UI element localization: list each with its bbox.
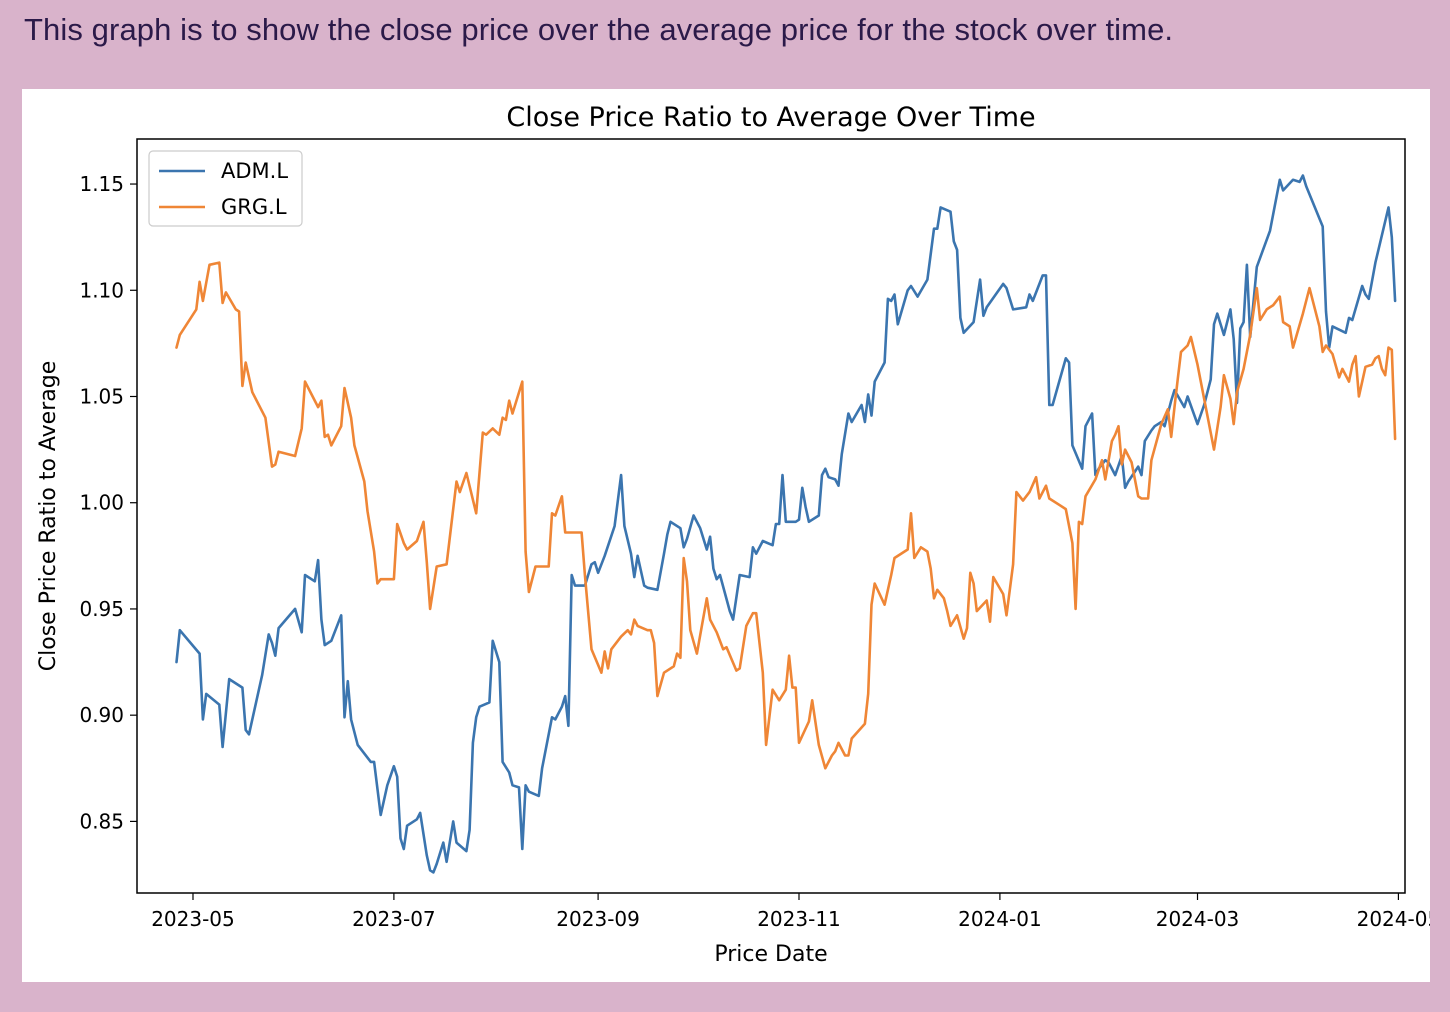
legend-label: ADM.L	[221, 159, 288, 183]
line-chart: Close Price Ratio to Average Over Time 0…	[36, 102, 1440, 967]
y-tick-label: 1.15	[79, 172, 124, 196]
y-axis: 0.85 0.90 0.95 1.00 1.05 1.10 1.15	[79, 172, 137, 833]
legend: ADM.L GRG.L	[148, 150, 303, 227]
chart-title: Close Price Ratio to Average Over Time	[506, 102, 1035, 133]
x-tick-label: 2023-09	[556, 907, 640, 931]
x-axis-label: Price Date	[714, 942, 827, 967]
x-tick-label: 2023-07	[352, 907, 436, 931]
x-axis: 2023-05 2023-07 2023-09 2023-11 2024-01 2024-…	[151, 893, 1440, 931]
series-line-adm-l	[175, 174, 1397, 874]
series-line-grg-l	[175, 261, 1397, 770]
y-axis-label: Close Price Ratio to Average	[36, 361, 61, 671]
chart-figure: Close Price Ratio to Average Over Time 0…	[22, 89, 1440, 982]
x-tick-label: 2023-05	[151, 907, 235, 931]
series-layer	[175, 174, 1397, 874]
page-caption: This graph is to show the close price ov…	[24, 12, 1174, 47]
x-tick-label: 2024-01	[958, 907, 1042, 931]
y-tick-label: 1.05	[79, 384, 124, 408]
plot-frame	[136, 138, 1406, 894]
y-tick-label: 0.85	[79, 809, 124, 833]
legend-label: GRG.L	[221, 195, 287, 219]
x-tick-label: 2023-11	[757, 907, 841, 931]
x-tick-label: 2024-03	[1156, 907, 1240, 931]
y-tick-label: 1.10	[79, 278, 124, 302]
y-tick-label: 1.00	[79, 491, 124, 515]
x-tick-label: 2024-05	[1357, 907, 1430, 931]
y-tick-label: 0.90	[79, 703, 124, 727]
y-tick-label: 0.95	[79, 597, 124, 621]
